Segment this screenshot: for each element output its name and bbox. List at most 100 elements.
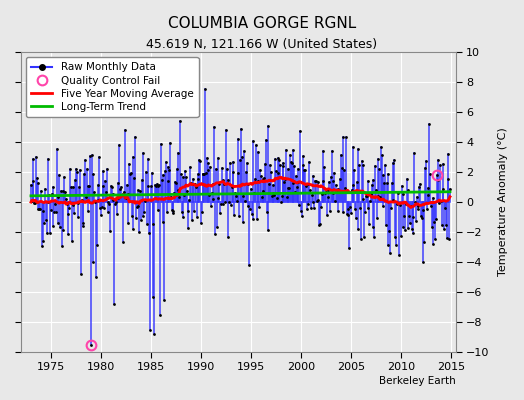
Point	[256, 166, 264, 173]
Point	[32, 174, 41, 181]
Point	[51, 201, 59, 207]
Point	[274, 154, 282, 161]
Point	[109, 196, 117, 203]
Point	[288, 159, 296, 166]
Point	[237, 154, 246, 160]
Point	[189, 176, 198, 182]
Point	[209, 196, 217, 202]
Point	[214, 155, 223, 161]
Point	[246, 206, 254, 212]
Point	[159, 172, 168, 178]
Point	[342, 134, 350, 140]
Point	[436, 198, 445, 204]
Point	[412, 218, 420, 224]
Point	[64, 211, 73, 217]
Point	[346, 204, 354, 210]
Point	[78, 197, 86, 203]
Point	[395, 252, 403, 258]
Point	[391, 234, 399, 240]
Point	[427, 203, 435, 209]
Point	[367, 191, 375, 198]
Point	[85, 182, 93, 189]
Point	[142, 168, 150, 175]
Point	[176, 117, 184, 124]
Point	[254, 178, 263, 185]
Point	[128, 154, 137, 160]
Point	[441, 204, 449, 211]
Point	[164, 178, 172, 184]
Point	[89, 258, 97, 265]
Point	[175, 194, 183, 200]
Point	[308, 192, 316, 198]
Point	[312, 198, 321, 204]
Point	[230, 212, 238, 218]
Point	[36, 206, 45, 212]
Point	[137, 216, 145, 223]
Point	[215, 181, 223, 187]
Point	[62, 200, 71, 207]
Point	[398, 190, 407, 197]
Point	[337, 152, 345, 158]
Point	[292, 184, 301, 191]
Point	[65, 204, 73, 211]
Point	[280, 179, 288, 186]
Point	[72, 166, 80, 172]
Point	[419, 258, 428, 265]
Point	[272, 168, 280, 174]
Point	[428, 241, 436, 247]
Point	[295, 202, 303, 209]
Point	[138, 177, 146, 184]
Point	[31, 200, 39, 206]
Point	[68, 238, 76, 244]
Point	[130, 175, 138, 181]
Point	[306, 187, 314, 194]
Point	[57, 188, 65, 194]
Point	[106, 228, 114, 234]
Point	[380, 180, 388, 187]
Point	[103, 209, 112, 215]
Point	[62, 196, 70, 202]
Point	[299, 162, 308, 168]
Point	[203, 155, 211, 161]
Point	[267, 169, 275, 176]
Point	[74, 200, 83, 206]
Point	[313, 197, 322, 203]
Point	[182, 188, 191, 194]
Point	[329, 190, 337, 196]
Point	[209, 181, 217, 188]
Point	[396, 202, 404, 208]
Point	[259, 188, 268, 194]
Point	[151, 182, 159, 188]
Point	[430, 219, 439, 225]
Point	[73, 214, 82, 220]
Point	[298, 152, 307, 159]
Point	[48, 190, 56, 197]
Point	[152, 183, 160, 189]
Point	[99, 168, 107, 174]
Point	[132, 215, 140, 221]
Point	[135, 229, 144, 235]
Point	[414, 205, 422, 212]
Point	[266, 162, 274, 169]
Point	[203, 160, 212, 166]
Point	[125, 161, 134, 167]
Point	[434, 177, 443, 184]
Point	[42, 217, 50, 223]
Point	[432, 216, 440, 222]
Point	[196, 220, 205, 226]
Point	[341, 185, 350, 191]
Point	[166, 140, 174, 146]
Point	[123, 182, 131, 189]
Point	[71, 177, 79, 183]
Point	[111, 201, 119, 208]
Point	[35, 206, 43, 212]
Point	[29, 155, 38, 162]
Point	[205, 192, 213, 198]
Point	[92, 274, 100, 280]
Point	[360, 234, 368, 240]
Point	[157, 141, 165, 148]
Point	[339, 209, 347, 215]
Point	[179, 174, 188, 180]
Point	[233, 136, 242, 142]
Point	[213, 224, 221, 230]
